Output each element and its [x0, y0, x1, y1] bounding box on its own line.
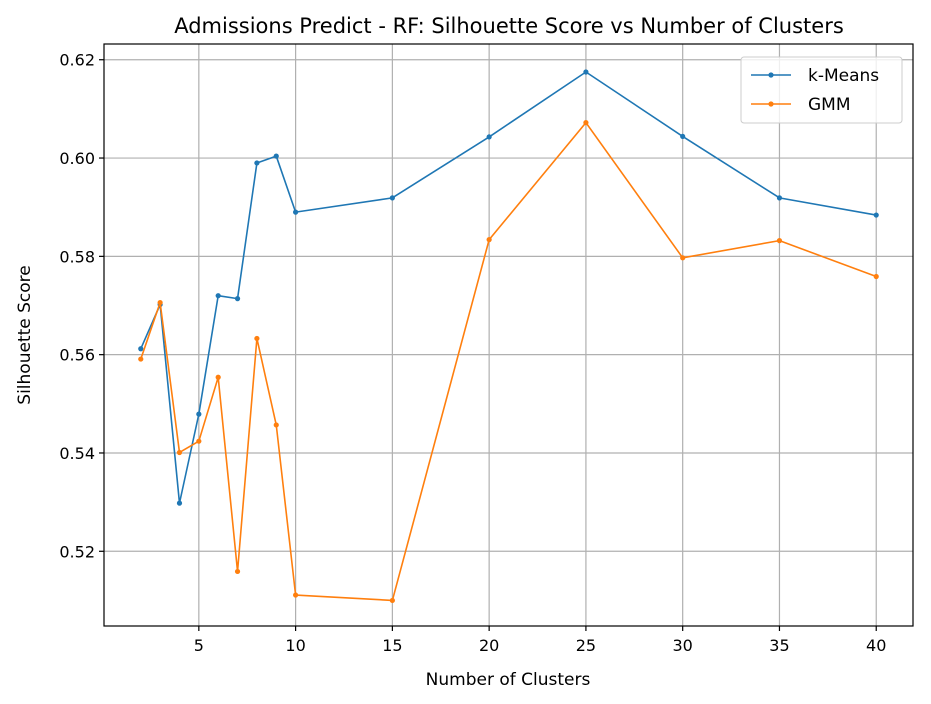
data-point: [293, 592, 299, 598]
data-point: [486, 134, 492, 140]
y-axis-label: Silhouette Score: [15, 265, 35, 404]
grid: [104, 44, 913, 626]
x-tick-label: 35: [769, 636, 789, 655]
data-point: [157, 299, 163, 306]
legend-box: [740, 56, 903, 124]
data-point: [234, 568, 241, 575]
series-gmm: [138, 120, 879, 604]
data-point: [215, 293, 221, 299]
data-point: [293, 209, 299, 215]
x-axis: 5 10 15 20 25 30 35 40: [194, 626, 886, 655]
y-tick-label: 0.56: [59, 346, 95, 365]
data-point: [234, 296, 241, 302]
data-point: [196, 438, 202, 444]
data-point: [176, 500, 183, 506]
series-line: [140, 121, 877, 602]
x-tick-label: 25: [576, 636, 596, 655]
y-tick-label: 0.60: [59, 149, 95, 168]
data-point: [196, 411, 202, 417]
y-tick-label: 0.54: [59, 444, 95, 463]
data-point: [583, 69, 589, 75]
x-tick-label: 20: [479, 636, 499, 655]
data-point: [873, 273, 879, 280]
x-tick-label: 15: [382, 636, 402, 655]
y-tick-label: 0.62: [59, 51, 95, 70]
y-tick-label: 0.58: [59, 247, 95, 266]
data-point: [389, 195, 395, 201]
series-k-means: [138, 69, 879, 506]
x-axis-label: Number of Clusters: [426, 670, 591, 690]
data-point: [215, 374, 221, 380]
data-point: [486, 237, 492, 243]
x-tick-label: 30: [673, 636, 693, 655]
data-point: [254, 160, 260, 166]
data-point: [138, 356, 144, 362]
chart-title: Admissions Predict - RF: Silhouette Scor…: [174, 14, 844, 38]
data-point: [776, 238, 783, 244]
data-point: [583, 120, 589, 126]
series-line: [140, 71, 877, 504]
data-point: [680, 133, 686, 140]
legend-swatch-marker: [768, 101, 774, 107]
x-tick-label: 10: [285, 636, 305, 655]
data-point: [138, 346, 144, 352]
legend-entry-label: k-Means: [808, 66, 879, 86]
x-tick-label: 40: [866, 636, 886, 655]
legend-swatch-marker: [768, 72, 774, 78]
data-point: [776, 195, 783, 201]
data-point: [273, 422, 279, 428]
plot-frame: [103, 43, 914, 627]
series-layer: [138, 69, 879, 604]
data-point: [273, 153, 279, 159]
y-tick-label: 0.52: [59, 542, 95, 561]
data-point: [389, 597, 395, 604]
x-tick-label: 5: [194, 636, 204, 655]
data-point: [873, 212, 879, 218]
legend: k-Means GMM: [740, 56, 903, 124]
data-point: [680, 255, 686, 261]
y-axis: 0.52 0.54 0.56 0.58 0.60 0.62: [59, 51, 104, 561]
data-point: [254, 335, 260, 342]
data-point: [176, 449, 183, 456]
legend-entry-label: GMM: [808, 95, 851, 115]
